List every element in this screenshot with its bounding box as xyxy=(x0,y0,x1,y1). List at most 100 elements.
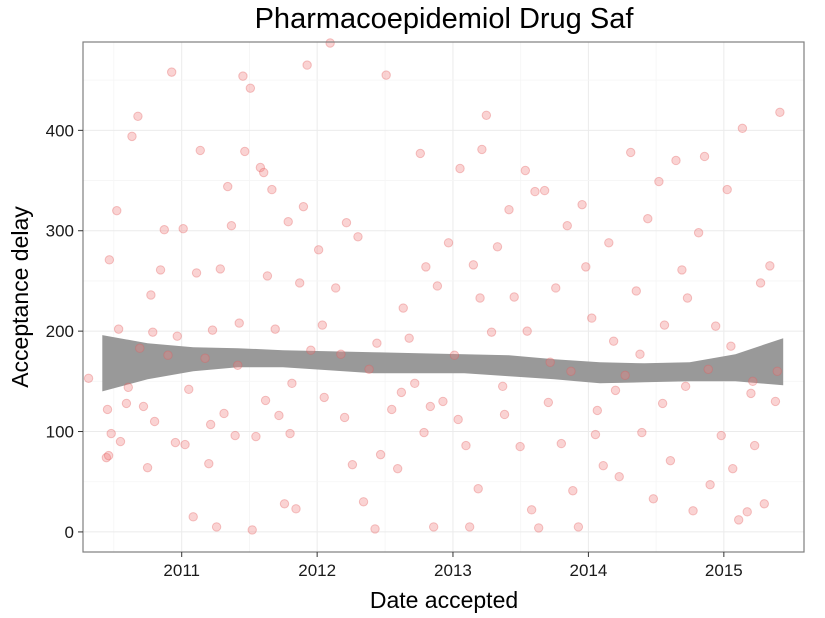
data-point xyxy=(230,430,240,441)
data-point xyxy=(421,262,431,272)
data-point xyxy=(551,283,561,293)
data-point xyxy=(204,458,214,469)
data-point xyxy=(742,507,752,517)
data-point xyxy=(520,165,531,176)
data-point xyxy=(770,396,781,407)
data-point xyxy=(748,376,758,387)
data-point xyxy=(608,336,619,346)
data-point xyxy=(604,238,614,248)
data-point xyxy=(755,278,766,288)
data-point xyxy=(468,260,479,270)
data-point xyxy=(404,333,414,343)
data-point xyxy=(733,515,744,525)
data-point xyxy=(398,303,408,313)
data-point xyxy=(372,338,382,348)
x-tick-label: 2015 xyxy=(705,561,743,580)
data-point xyxy=(159,225,169,235)
data-point xyxy=(688,506,698,516)
data-point xyxy=(207,325,218,335)
panel-border xyxy=(82,41,805,553)
data-point xyxy=(170,437,181,448)
data-point xyxy=(255,162,266,173)
data-point xyxy=(336,349,346,359)
data-point xyxy=(113,324,124,334)
data-point xyxy=(587,313,597,323)
data-point xyxy=(620,370,630,381)
x-axis-label: Date accepted xyxy=(370,587,518,613)
data-point xyxy=(680,381,691,392)
data-point xyxy=(515,441,525,452)
data-point xyxy=(347,459,358,470)
data-point xyxy=(123,382,133,393)
data-point xyxy=(195,145,205,156)
data-point xyxy=(133,111,143,121)
x-tick-label: 2013 xyxy=(434,561,472,580)
data-point xyxy=(772,366,782,376)
data-point xyxy=(475,293,485,303)
data-point xyxy=(665,455,676,466)
data-point xyxy=(103,450,114,461)
data-point xyxy=(659,320,670,330)
data-point xyxy=(101,452,112,463)
y-axis-label: Acceptance delay xyxy=(7,206,33,388)
data-point xyxy=(464,522,475,532)
data-point xyxy=(163,350,173,360)
data-point xyxy=(180,439,190,450)
x-axis: 2011 2012 2013 2014 2015 xyxy=(163,552,743,580)
data-point xyxy=(260,395,271,406)
data-point xyxy=(759,499,769,509)
data-point xyxy=(83,373,94,384)
data-point xyxy=(155,265,166,275)
data-point xyxy=(191,268,202,278)
data-point xyxy=(302,60,312,70)
data-point xyxy=(568,486,578,496)
data-point xyxy=(438,396,448,407)
data-point xyxy=(703,364,713,374)
data-point xyxy=(486,327,497,337)
y-tick-label: 100 xyxy=(46,423,74,442)
data-point xyxy=(234,318,244,328)
data-point xyxy=(226,221,237,231)
data-point xyxy=(581,262,591,272)
data-point xyxy=(461,440,471,451)
data-point xyxy=(449,350,460,360)
x-tick-label: 2011 xyxy=(163,561,200,580)
data-point xyxy=(710,321,721,331)
data-point xyxy=(590,429,601,440)
data-point xyxy=(251,431,261,442)
y-tick-label: 200 xyxy=(46,322,74,341)
data-point xyxy=(716,430,726,441)
data-point xyxy=(566,366,576,376)
data-point xyxy=(425,401,436,412)
data-point xyxy=(285,428,295,439)
data-point xyxy=(577,199,587,210)
data-point xyxy=(223,181,233,192)
x-tick-label: 2014 xyxy=(569,561,607,580)
data-point xyxy=(287,378,297,389)
data-point xyxy=(509,292,519,302)
y-tick-label: 400 xyxy=(46,121,74,140)
data-point xyxy=(240,146,250,157)
y-tick-label: 0 xyxy=(65,523,74,542)
data-point xyxy=(643,213,653,224)
data-point xyxy=(728,463,738,474)
y-tick-label: 300 xyxy=(46,222,74,241)
data-point xyxy=(497,381,508,392)
data-point xyxy=(392,463,403,474)
data-point xyxy=(657,398,668,409)
data-point xyxy=(543,397,554,408)
data-point xyxy=(722,184,732,195)
data-point xyxy=(364,364,374,374)
data-point xyxy=(419,427,429,438)
data-point xyxy=(313,245,324,255)
data-point xyxy=(188,512,198,522)
x-tick-label: 2012 xyxy=(298,561,336,580)
data-point xyxy=(291,504,301,514)
data-point xyxy=(654,176,664,187)
data-points xyxy=(83,38,785,535)
data-point xyxy=(319,392,329,403)
data-point xyxy=(455,163,465,174)
grid-lines xyxy=(83,42,804,552)
data-point xyxy=(453,414,463,425)
smooth-confidence-band xyxy=(102,335,784,392)
